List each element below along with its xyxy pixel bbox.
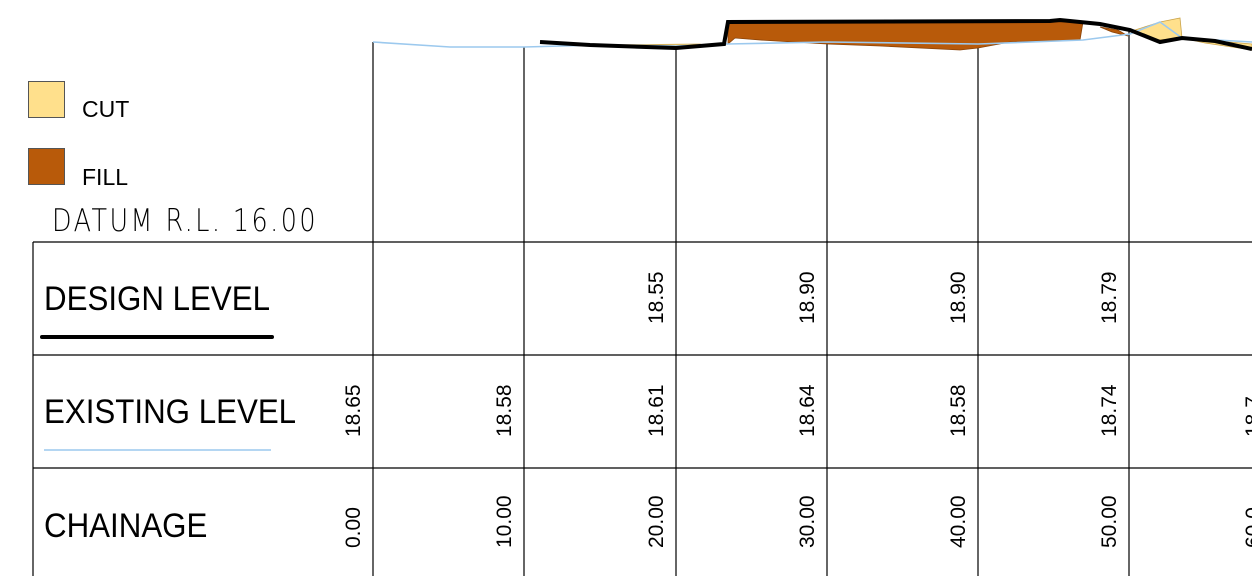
fill-areas xyxy=(727,21,1129,51)
chainage-value: 40.00 xyxy=(947,495,970,548)
existing-level-value: 18.64 xyxy=(796,384,819,437)
chainage-value: 50.00 xyxy=(1098,495,1121,548)
existing-level-value: 18.7 xyxy=(1242,396,1252,437)
existing-ground-line xyxy=(372,21,1252,48)
chainage-value: 20.00 xyxy=(645,495,668,548)
datum-label: DATUM R.L. 16.00 xyxy=(52,203,318,239)
existing-level-value: 18.74 xyxy=(1098,384,1121,437)
fill-legend-swatch xyxy=(28,148,65,185)
design-level-value: 18.55 xyxy=(645,271,668,324)
chainage-value: 60.0 xyxy=(1242,507,1252,548)
cut-legend-label: CUT xyxy=(82,96,130,122)
fill-legend-label: FILL xyxy=(82,164,129,190)
existing-level-value: 18.65 xyxy=(342,384,365,437)
design-level-value: 18.79 xyxy=(1098,271,1121,324)
existing-level-label: EXISTING LEVEL xyxy=(44,393,297,431)
fill-area xyxy=(1099,26,1129,37)
existing-level-value: 18.58 xyxy=(947,384,970,437)
design-level-value: 18.90 xyxy=(947,271,970,324)
existing-level-value: 18.61 xyxy=(645,384,668,437)
design-level-label: DESIGN LEVEL xyxy=(44,280,271,318)
chainage-label: CHAINAGE xyxy=(44,507,208,545)
existing-level-value: 18.58 xyxy=(493,384,516,437)
table-grid xyxy=(32,241,1252,576)
design-level-value: 18.90 xyxy=(796,271,819,324)
station-lines xyxy=(372,24,1130,576)
chainage-value: 0.00 xyxy=(342,507,365,548)
cut-legend-swatch xyxy=(28,81,65,118)
design-level-line xyxy=(539,17,1252,51)
chainage-value: 10.00 xyxy=(493,495,516,548)
chainage-value: 30.00 xyxy=(796,495,819,548)
fill-area xyxy=(727,21,1084,51)
